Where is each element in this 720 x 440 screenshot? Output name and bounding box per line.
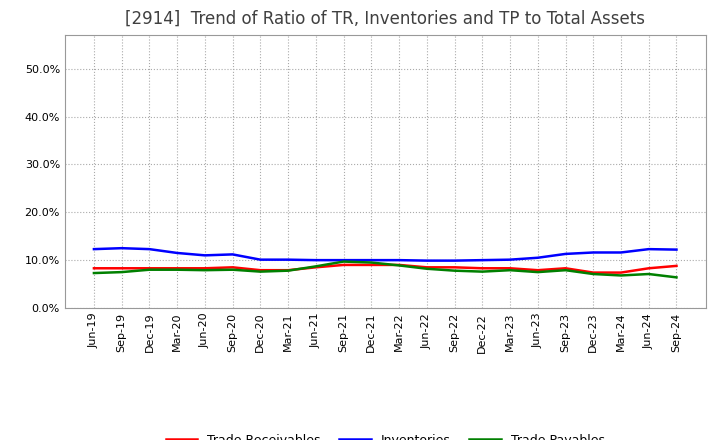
Line: Trade Payables: Trade Payables — [94, 261, 677, 277]
Inventories — [312, 257, 320, 263]
Inventories — [339, 257, 348, 263]
Trade Payables — [534, 269, 542, 275]
Trade Payables — [173, 267, 181, 272]
Trade Receivables — [450, 265, 459, 270]
Trade Receivables — [145, 266, 154, 271]
Trade Payables — [256, 269, 265, 274]
Trade Receivables — [228, 265, 237, 270]
Inventories — [505, 257, 514, 262]
Trade Receivables — [367, 262, 376, 268]
Trade Receivables — [201, 266, 210, 271]
Inventories — [644, 246, 653, 252]
Inventories — [423, 258, 431, 263]
Line: Inventories: Inventories — [94, 248, 677, 260]
Trade Payables — [589, 271, 598, 277]
Inventories — [256, 257, 265, 262]
Trade Receivables — [339, 262, 348, 268]
Inventories — [89, 246, 98, 252]
Title: [2914]  Trend of Ratio of TR, Inventories and TP to Total Assets: [2914] Trend of Ratio of TR, Inventories… — [125, 10, 645, 28]
Trade Payables — [89, 271, 98, 276]
Trade Payables — [228, 267, 237, 272]
Inventories — [450, 258, 459, 263]
Trade Payables — [312, 264, 320, 269]
Line: Trade Receivables: Trade Receivables — [94, 265, 677, 273]
Trade Payables — [644, 271, 653, 277]
Trade Receivables — [561, 266, 570, 271]
Trade Receivables — [478, 266, 487, 271]
Inventories — [534, 255, 542, 260]
Trade Receivables — [644, 266, 653, 271]
Trade Receivables — [312, 265, 320, 270]
Trade Payables — [561, 268, 570, 273]
Trade Receivables — [616, 270, 625, 275]
Inventories — [228, 252, 237, 257]
Inventories — [367, 257, 376, 263]
Trade Receivables — [117, 266, 126, 271]
Trade Payables — [145, 267, 154, 272]
Inventories — [561, 251, 570, 257]
Trade Payables — [616, 273, 625, 278]
Trade Receivables — [534, 268, 542, 273]
Trade Payables — [117, 269, 126, 275]
Inventories — [117, 246, 126, 251]
Trade Receivables — [505, 266, 514, 271]
Inventories — [145, 246, 154, 252]
Trade Receivables — [395, 262, 403, 268]
Trade Payables — [395, 263, 403, 268]
Trade Payables — [201, 268, 210, 273]
Trade Payables — [423, 266, 431, 271]
Inventories — [616, 250, 625, 255]
Trade Receivables — [423, 265, 431, 270]
Legend: Trade Receivables, Inventories, Trade Payables: Trade Receivables, Inventories, Trade Pa… — [161, 429, 610, 440]
Inventories — [173, 250, 181, 256]
Inventories — [589, 250, 598, 255]
Inventories — [478, 257, 487, 263]
Trade Payables — [367, 260, 376, 265]
Trade Payables — [478, 269, 487, 274]
Trade Payables — [672, 275, 681, 280]
Trade Receivables — [256, 268, 265, 273]
Trade Receivables — [284, 268, 292, 273]
Inventories — [284, 257, 292, 262]
Trade Payables — [505, 268, 514, 273]
Trade Receivables — [589, 270, 598, 275]
Trade Payables — [450, 268, 459, 273]
Trade Payables — [284, 268, 292, 273]
Trade Receivables — [672, 263, 681, 268]
Inventories — [201, 253, 210, 258]
Trade Receivables — [89, 266, 98, 271]
Inventories — [395, 257, 403, 263]
Trade Receivables — [173, 266, 181, 271]
Trade Payables — [339, 259, 348, 264]
Inventories — [672, 247, 681, 252]
